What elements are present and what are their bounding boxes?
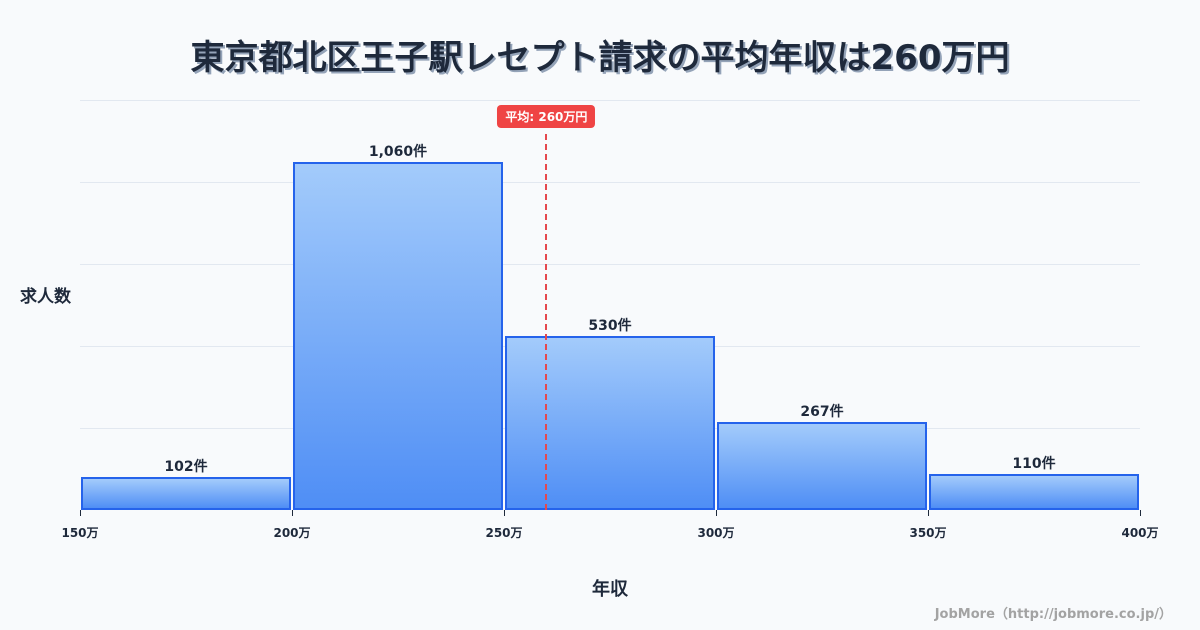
x-tick xyxy=(292,510,293,516)
histogram-bar xyxy=(81,476,291,510)
mean-line xyxy=(545,134,548,510)
x-tick-label: 350万 xyxy=(909,526,947,540)
x-tick xyxy=(928,510,929,516)
bar-value-label: 1,060件 xyxy=(368,144,428,161)
x-tick xyxy=(80,510,81,516)
y-axis-label: 求人数 xyxy=(20,287,71,307)
histogram-bar xyxy=(505,336,715,510)
x-axis-label: 年収 xyxy=(592,579,628,600)
bar-value-label: 267件 xyxy=(800,404,844,421)
x-tick xyxy=(716,510,717,516)
mean-badge: 平均: 260万円 xyxy=(497,105,596,128)
histogram-bar xyxy=(717,422,927,510)
x-tick xyxy=(1140,510,1141,516)
gridline xyxy=(80,100,1140,101)
plot-area: 102件 1,060件 530件 267件 110件 150万 200万 250万 300万 3… xyxy=(61,100,1159,540)
chart-title: 東京都北区王子駅レセプト請求の平均年収は260万円 xyxy=(190,38,1010,78)
credit-link[interactable]: JobMore（http://jobmore.co.jp/） xyxy=(934,607,1172,622)
x-tick-label: 200万 xyxy=(273,526,311,540)
x-tick-label: 400万 xyxy=(1121,526,1159,540)
bar-value-label: 110件 xyxy=(1012,455,1056,472)
bar-value-label: 102件 xyxy=(164,458,208,475)
x-tick-label: 300万 xyxy=(697,526,735,540)
histogram-bar xyxy=(929,473,1139,510)
x-tick-label: 150万 xyxy=(61,526,99,540)
x-tick-label: 250万 xyxy=(485,526,523,540)
bar-value-label: 530件 xyxy=(588,318,632,335)
gridline xyxy=(80,182,1140,183)
histogram-bar xyxy=(293,162,503,510)
gridline xyxy=(80,264,1140,265)
x-tick xyxy=(504,510,505,516)
